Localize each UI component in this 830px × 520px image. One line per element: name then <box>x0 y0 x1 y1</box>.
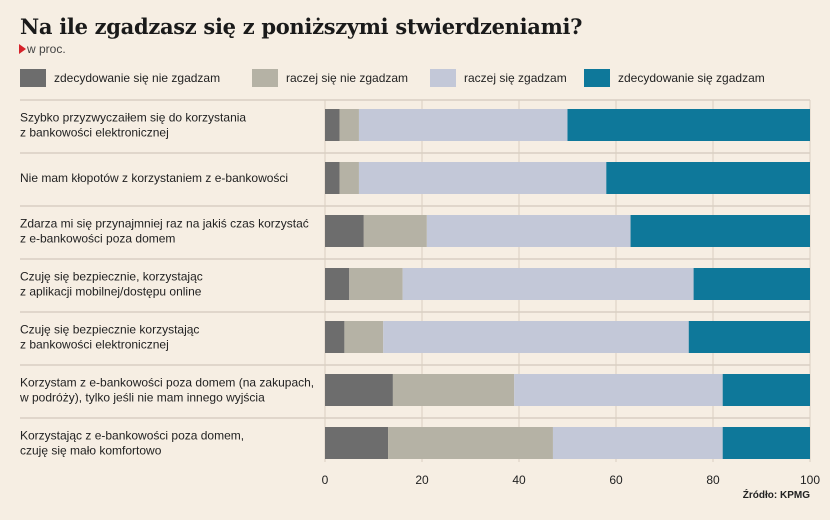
source-note: Źródło: KPMG <box>742 490 810 501</box>
category-label: Nie mam kłopotów z korzystaniem z e-bank… <box>20 171 288 185</box>
bar-segment <box>339 109 359 141</box>
category-label: z bankowości elektronicznej <box>20 126 169 140</box>
bar-segment <box>552 427 723 459</box>
bar-segment <box>383 321 689 353</box>
legend-label: zdecydowanie się nie zgadzam <box>54 71 221 85</box>
legend-label: zdecydowanie się zgadzam <box>618 71 765 85</box>
category-label: z e-bankowości poza domem <box>20 232 175 246</box>
bar-segment <box>349 268 403 300</box>
bar-segment <box>339 162 359 194</box>
legend-swatch <box>252 69 278 87</box>
category-label: w podróży), tylko jeśli nie mam innego w… <box>19 391 265 405</box>
bar-segment <box>325 162 340 194</box>
bar-segment <box>325 374 393 406</box>
x-tick-label: 100 <box>800 473 820 487</box>
category-label: Czuję się bezpiecznie korzystając <box>20 323 199 337</box>
bar-segment <box>325 215 364 247</box>
bar-segment <box>722 427 810 459</box>
subtitle: w proc. <box>19 42 66 56</box>
legend-item-somewhat-disagree: raczej się nie zgadzam <box>252 69 408 87</box>
x-tick-label: 20 <box>415 473 429 487</box>
bar-segment <box>392 374 515 406</box>
bar-segment <box>363 215 427 247</box>
category-label: z aplikacji mobilnej/dostępu online <box>20 285 202 299</box>
legend-item-strongly-agree: zdecydowanie się zgadzam <box>584 69 765 87</box>
bar-segment <box>722 374 810 406</box>
category-label: Korzystam z e-bankowości poza domem (na … <box>20 376 314 390</box>
bar-segment <box>426 215 631 247</box>
bar-segment <box>693 268 810 300</box>
legend-label: raczej się nie zgadzam <box>286 71 409 85</box>
category-label: Zdarza mi się przynajmniej raz na jakiś … <box>20 217 309 231</box>
legend-label: raczej się zgadzam <box>464 71 567 85</box>
triangle-marker-icon <box>19 44 26 54</box>
bar-segment <box>606 162 810 194</box>
x-tick-label: 80 <box>706 473 720 487</box>
bar-segment <box>514 374 723 406</box>
legend-item-strongly-disagree: zdecydowanie się nie zgadzam <box>20 69 220 87</box>
bar-segment <box>325 427 389 459</box>
bar-segment <box>344 321 384 353</box>
bar-segment <box>388 427 553 459</box>
bar-segment <box>688 321 810 353</box>
x-tick-label: 40 <box>512 473 526 487</box>
bar-segment <box>325 268 350 300</box>
bar-segment <box>358 109 568 141</box>
legend-swatch <box>20 69 46 87</box>
legend-swatch <box>430 69 456 87</box>
bar-segment <box>630 215 810 247</box>
category-label: Korzystając z e-bankowości poza domem, <box>20 429 244 443</box>
x-tick-label: 60 <box>609 473 623 487</box>
category-label: Czuję się bezpiecznie, korzystając <box>20 270 203 284</box>
category-label: z bankowości elektronicznej <box>20 338 169 352</box>
legend-swatch <box>584 69 610 87</box>
bar-segment <box>567 109 810 141</box>
unit-label: w proc. <box>27 42 66 56</box>
chart-title: Na ile zgadzasz się z poniższymi stwierd… <box>20 14 583 39</box>
bar-segment <box>358 162 607 194</box>
category-label: Szybko przyzwyczaiłem się do korzystania <box>20 111 246 125</box>
legend-item-somewhat-agree: raczej się zgadzam <box>430 69 567 87</box>
bar-segment <box>402 268 694 300</box>
x-tick-label: 0 <box>322 473 329 487</box>
legend: zdecydowanie się nie zgadzam raczej się … <box>20 69 810 91</box>
category-label: czuję się mało komfortowo <box>20 444 162 458</box>
bar-segment <box>325 321 345 353</box>
bar-segment <box>325 109 340 141</box>
